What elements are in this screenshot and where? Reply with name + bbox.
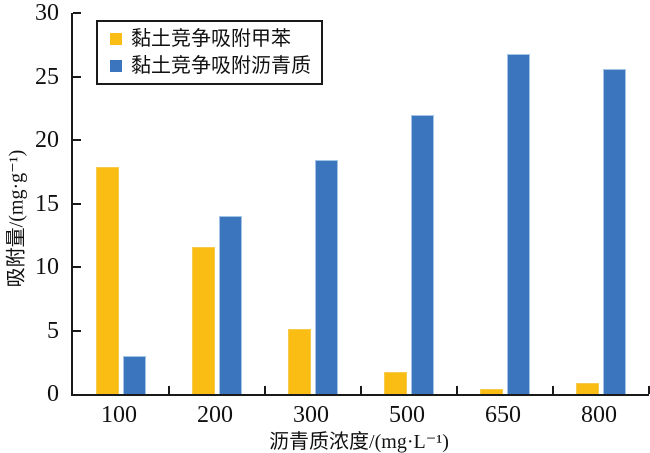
y-tick-label: 25	[35, 63, 59, 90]
x-axis-tick	[168, 386, 170, 394]
x-tick-label: 500	[389, 402, 425, 428]
y-tick-label: 5	[47, 317, 59, 344]
x-tick-label: 200	[197, 402, 233, 428]
bar-asphaltene-650	[507, 53, 530, 394]
legend-label-toluene: 黏土竞争吸附甲苯	[131, 28, 291, 50]
bar-asphaltene-800	[603, 68, 626, 394]
y-axis-tick	[73, 139, 81, 141]
y-axis-tick	[73, 266, 81, 268]
x-axis-tick	[648, 386, 650, 394]
x-tick-label: 800	[581, 402, 617, 428]
bar-toluene-500	[384, 372, 407, 394]
legend-item-asphaltene: 黏土竞争吸附沥青质	[110, 55, 321, 77]
asphaltene-swatch-icon	[110, 60, 122, 72]
bar-toluene-650	[480, 388, 503, 394]
plot-area	[71, 12, 650, 396]
bar-toluene-100	[96, 166, 119, 394]
bar-asphaltene-300	[315, 160, 338, 394]
y-axis-tick	[73, 12, 81, 14]
y-axis-tick	[73, 75, 81, 78]
x-axis-tick	[264, 386, 266, 394]
x-axis-title: 沥青质浓度/(mg·L⁻¹)	[269, 431, 449, 453]
bar-toluene-300	[288, 329, 311, 394]
toluene-swatch-icon	[110, 33, 122, 45]
x-axis-tick	[360, 386, 362, 394]
y-axis-tick	[73, 202, 81, 205]
bar-toluene-200	[192, 246, 215, 394]
bar-asphaltene-100	[123, 355, 146, 394]
y-tick-label: 0	[47, 381, 59, 407]
bar-asphaltene-200	[219, 216, 242, 394]
y-tick-label: 10	[35, 254, 59, 280]
legend-item-toluene: 黏土竞争吸附甲苯	[110, 28, 321, 50]
x-axis-tick	[456, 386, 458, 394]
legend: 黏土竞争吸附甲苯 黏土竞争吸附沥青质	[96, 20, 323, 85]
bar-toluene-800	[576, 382, 599, 394]
x-tick-label: 650	[485, 402, 521, 428]
x-tick-label: 100	[101, 402, 137, 428]
x-axis-tick	[552, 386, 554, 394]
y-tick-label: 15	[35, 190, 59, 217]
bar-asphaltene-500	[411, 114, 434, 394]
y-axis-tick	[73, 329, 81, 332]
legend-label-asphaltene: 黏土竞争吸附沥青质	[131, 55, 311, 77]
y-tick-label: 20	[35, 127, 59, 153]
x-tick-label: 300	[293, 402, 329, 428]
y-tick-label: 30	[35, 0, 59, 26]
